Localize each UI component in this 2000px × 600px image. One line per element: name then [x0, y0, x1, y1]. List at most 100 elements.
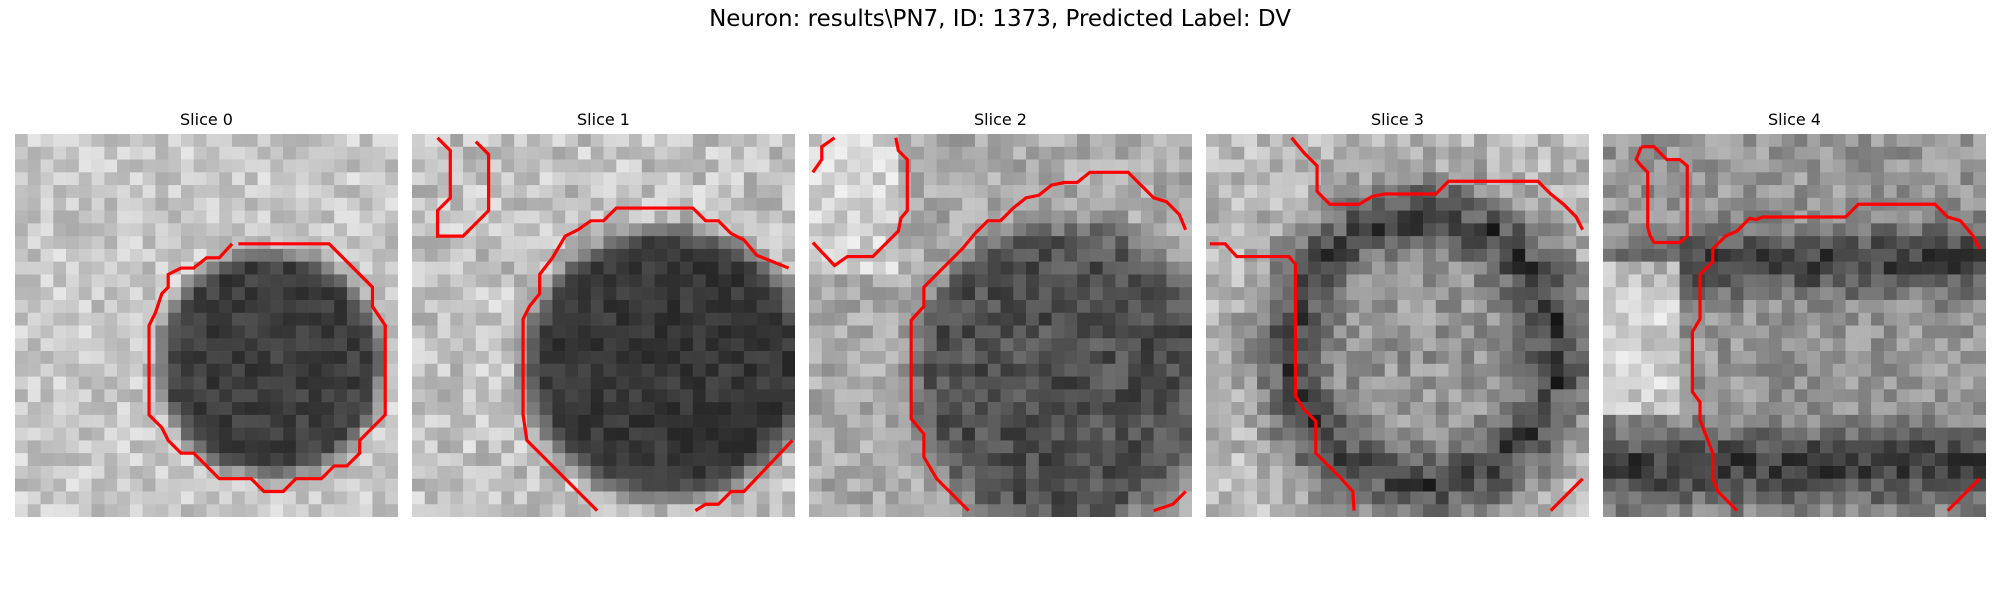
pixel-tile [1001, 185, 1014, 198]
pixel-tile [769, 377, 782, 390]
pixel-tile [1500, 211, 1513, 224]
pixel-tile [1436, 402, 1449, 415]
pixel-tile [1538, 147, 1551, 160]
pixel-tile [41, 428, 54, 441]
pixel-tile [1973, 389, 1986, 402]
pixel-tile [1807, 491, 1820, 504]
pixel-tile [309, 377, 322, 390]
pixel-tile [1922, 428, 1935, 441]
pixel-tile [1512, 402, 1525, 415]
pixel-tile [450, 198, 463, 211]
pixel-tile [79, 249, 92, 262]
pixel-tile [1538, 313, 1551, 326]
pixel-tile [680, 274, 693, 287]
pixel-tile [860, 389, 873, 402]
pixel-tile [616, 236, 629, 249]
pixel-tile [385, 274, 398, 287]
pixel-tile [655, 287, 668, 300]
pixel-tile [79, 274, 92, 287]
pixel-tile [744, 160, 757, 173]
pixel-tile [782, 262, 795, 275]
pixel-tile [296, 313, 309, 326]
pixel-tile [92, 415, 105, 428]
pixel-tile [1461, 440, 1474, 453]
pixel-tile [1179, 287, 1192, 300]
pixel-tile [1884, 249, 1897, 262]
pixel-tile [1576, 185, 1589, 198]
pixel-tile [1846, 415, 1859, 428]
pixel-tile [1576, 453, 1589, 466]
pixel-tile [168, 185, 181, 198]
pixel-tile [245, 389, 258, 402]
pixel-tile [1219, 223, 1232, 236]
pixel-tile [565, 249, 578, 262]
pixel-tile [1871, 338, 1884, 351]
pixel-tile [117, 236, 130, 249]
pixel-tile [975, 134, 988, 147]
pixel-tile [1948, 440, 1961, 453]
pixel-tile [463, 300, 476, 313]
pixel-tile [412, 351, 425, 364]
pixel-tile [809, 402, 822, 415]
pixel-tile [962, 364, 975, 377]
pixel-tile [769, 504, 782, 517]
pixel-tile [476, 440, 489, 453]
pixel-tile [1500, 504, 1513, 517]
pixel-tile [425, 313, 438, 326]
pixel-tile [194, 504, 207, 517]
pixel-tile [1756, 389, 1769, 402]
pixel-tile [1283, 479, 1296, 492]
pixel-tile [117, 389, 130, 402]
pixel-tile [898, 415, 911, 428]
pixel-tile [219, 287, 232, 300]
pixel-tile [501, 160, 514, 173]
pixel-tile [1064, 504, 1077, 517]
pixel-tile [1039, 147, 1052, 160]
pixel-tile [1858, 236, 1871, 249]
pixel-tile [347, 172, 360, 185]
pixel-tile [578, 440, 591, 453]
pixel-tile [1115, 479, 1128, 492]
pixel-tile [949, 428, 962, 441]
pixel-tile [1500, 274, 1513, 287]
pixel-tile [194, 185, 207, 198]
pixel-tile [1423, 504, 1436, 517]
pixel-tile [718, 185, 731, 198]
pixel-tile [1064, 223, 1077, 236]
pixel-tile [1308, 249, 1321, 262]
pixel-tile [1756, 262, 1769, 275]
pixel-tile [1166, 351, 1179, 364]
pixel-tile [1629, 172, 1642, 185]
pixel-tile [1219, 287, 1232, 300]
pixel-tile [296, 479, 309, 492]
pixel-tile [731, 377, 744, 390]
pixel-tile [130, 466, 143, 479]
pixel-tile [1858, 287, 1871, 300]
pixel-tile [1410, 160, 1423, 173]
pixel-tile [769, 274, 782, 287]
pixel-tile [693, 160, 706, 173]
pixel-tile [283, 466, 296, 479]
pixel-tile [1960, 160, 1973, 173]
pixel-tile [104, 479, 117, 492]
pixel-tile [1576, 351, 1589, 364]
pixel-tile [731, 428, 744, 441]
pixel-tile [1090, 147, 1103, 160]
pixel-tile [1922, 287, 1935, 300]
pixel-tile [1103, 453, 1116, 466]
pixel-tile [540, 326, 553, 339]
pixel-tile [873, 377, 886, 390]
pixel-tile [489, 326, 502, 339]
pixel-tile [1449, 211, 1462, 224]
pixel-tile [309, 351, 322, 364]
pixel-tile [1346, 287, 1359, 300]
pixel-tile [1283, 236, 1296, 249]
pixel-tile [1833, 479, 1846, 492]
pixel-tile [591, 236, 604, 249]
pixel-tile [1103, 479, 1116, 492]
pixel-tile [1782, 185, 1795, 198]
pixel-tile [1423, 223, 1436, 236]
pixel-tile [1731, 300, 1744, 313]
pixel-tile [757, 300, 770, 313]
pixel-tile [655, 134, 668, 147]
